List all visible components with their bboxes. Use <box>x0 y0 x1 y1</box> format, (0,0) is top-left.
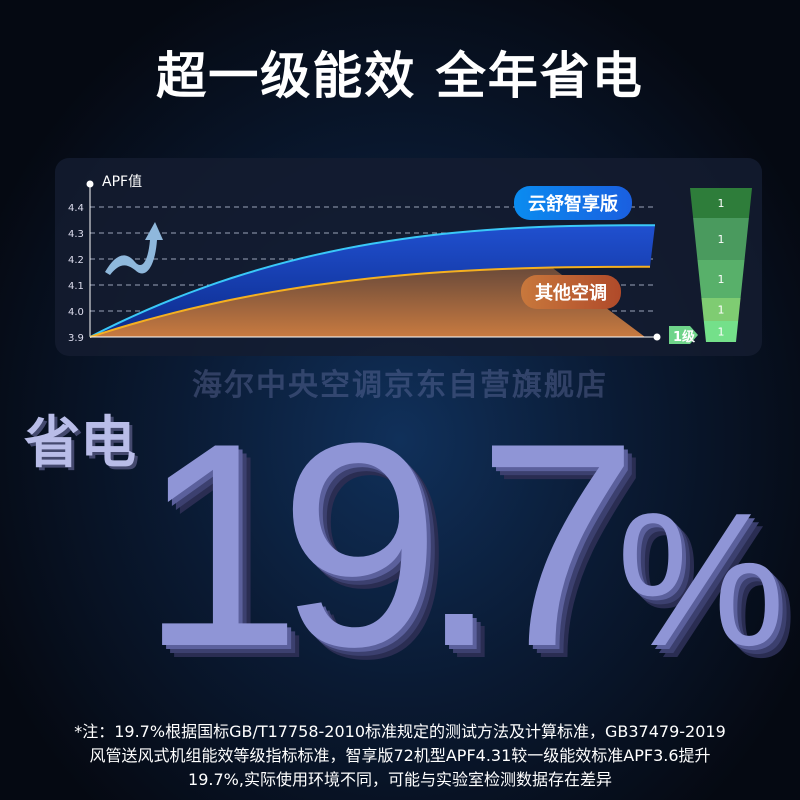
page-title: 超一级能效 全年省电 <box>156 47 644 105</box>
grade-segment-label: 1 <box>718 304 725 317</box>
legend-yunshu: 云舒智享版 <box>514 186 632 220</box>
y-axis-end <box>86 180 94 188</box>
apf-chart: 3.9 4.0 4.1 4.2 4.3 4.4 APF值 1级 1 1 1 1 1 <box>68 174 752 345</box>
big-value: 19.7 <box>140 383 638 707</box>
series-line-yunshu <box>89 224 656 338</box>
grade-segment-label: 1 <box>718 197 725 210</box>
footnote: *注：19.7%根据国标GB/T17758-2010标准规定的测试方法及计算标准… <box>0 720 800 792</box>
grade-marker <box>669 326 698 344</box>
big-percentage: 19.7% <box>140 400 785 690</box>
x-axis-end <box>653 333 661 341</box>
big-unit: % <box>616 474 786 686</box>
series-line-other <box>89 265 651 338</box>
grade-marker-label: 1级 <box>673 329 696 345</box>
footnote-line: *注：19.7%根据国标GB/T17758-2010标准规定的测试方法及计算标准… <box>74 722 726 741</box>
grade-segment <box>693 218 749 260</box>
watermark: 海尔中央空调京东自营旗舰店 <box>192 368 608 403</box>
y-axis-label: APF值 <box>102 174 142 190</box>
series-area-yunshu <box>90 225 655 337</box>
y-tick-label: 4.4 <box>68 203 84 214</box>
y-tick-label: 4.0 <box>68 307 84 318</box>
legend-other: 其他空调 <box>521 275 621 309</box>
grade-segment <box>701 298 741 321</box>
arrow-up-icon <box>105 222 163 275</box>
footnote-line: 19.7%,实际使用环境不同，可能与实验室检测数据存在差异 <box>188 770 612 789</box>
y-tick-label: 4.1 <box>68 281 84 292</box>
grade-segment-label: 1 <box>718 233 725 246</box>
grade-segment <box>690 188 752 218</box>
saving-label: 省电 <box>24 411 136 476</box>
y-tick-label: 4.3 <box>68 229 84 240</box>
series-area-other <box>90 267 645 337</box>
y-tick-label: 3.9 <box>68 333 84 344</box>
grade-segment-label: 1 <box>718 273 725 286</box>
grade-segment <box>697 260 745 298</box>
footnote-line: 风管送风式机组能效等级指标标准，智享版72机型APF4.31较一级能效标准APF… <box>89 746 711 765</box>
grade-segment-label: 1 <box>718 326 725 339</box>
y-tick-label: 4.2 <box>68 255 84 266</box>
grade-segment <box>703 321 739 342</box>
